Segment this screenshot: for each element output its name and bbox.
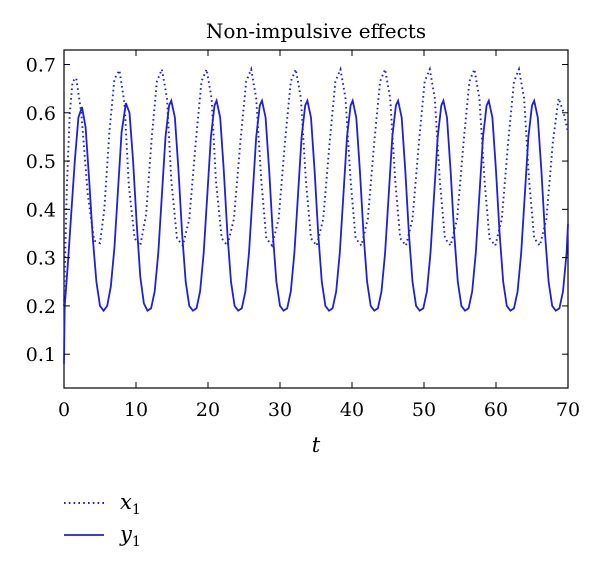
x-tick-label: 30 — [268, 399, 292, 421]
chart-title: Non-impulsive effects — [206, 19, 426, 43]
y-tick-label: 0.2 — [26, 296, 56, 318]
x-tick-label: 20 — [196, 399, 220, 421]
x-tick-label: 10 — [124, 399, 148, 421]
y-tick-label: 0.6 — [26, 103, 56, 125]
x-tick-label: 40 — [340, 399, 364, 421]
x-tick-label: 70 — [556, 399, 580, 421]
series-line-y1 — [63, 97, 569, 364]
x-tick-label: 50 — [412, 399, 436, 421]
legend: x1 y1 — [64, 490, 141, 550]
series-layer — [63, 65, 569, 364]
x-tick-label: 60 — [484, 399, 508, 421]
plot-frame — [63, 49, 569, 389]
legend-label-subscript: 1 — [132, 534, 141, 550]
x-axis-label: t — [312, 433, 321, 457]
y-tick-label: 0.3 — [26, 248, 56, 270]
x-tick-label: 0 — [58, 399, 70, 421]
legend-label-y1: y1 — [119, 522, 141, 550]
y-tick-label: 0.4 — [26, 199, 56, 221]
y-axis: 0.1 0.2 0.3 0.4 0.5 0.6 0.7 — [26, 54, 568, 366]
x-axis: 0 10 20 30 40 50 60 70 — [58, 50, 580, 421]
y-tick-label: 0.7 — [26, 54, 56, 76]
y-tick-label: 0.5 — [26, 151, 56, 173]
legend-label-x1: x1 — [120, 490, 141, 518]
y-tick-label: 0.1 — [26, 344, 56, 366]
legend-label-subscript: 1 — [132, 502, 141, 518]
